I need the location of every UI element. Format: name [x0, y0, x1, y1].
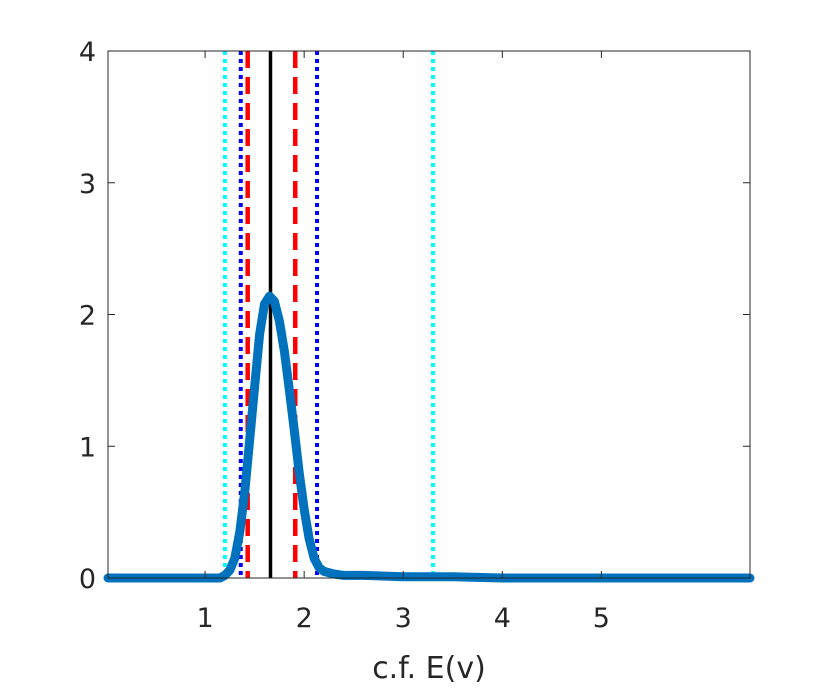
x-tick-label: 5	[593, 603, 610, 634]
x-tick-label: 2	[296, 603, 313, 634]
x-axis-ticks: 1 2 3 4 5	[196, 51, 610, 634]
x-tick-label: 4	[494, 603, 511, 634]
y-tick-label: 1	[79, 432, 96, 463]
y-tick-label: 3	[79, 169, 96, 200]
x-tick-label: 1	[196, 603, 213, 634]
y-tick-label: 4	[79, 37, 96, 68]
reference-lines	[222, 51, 435, 578]
y-tick-label: 2	[79, 301, 96, 332]
y-axis-ticks: 0 1 2 3 4	[79, 37, 750, 595]
series-group	[103, 291, 755, 583]
y-tick-label: 0	[79, 564, 96, 595]
x-axis-label: c.f. E(v)	[372, 651, 486, 686]
plot-background	[108, 51, 750, 578]
x-tick-label: 3	[395, 603, 412, 634]
series-line-1	[103, 291, 755, 583]
